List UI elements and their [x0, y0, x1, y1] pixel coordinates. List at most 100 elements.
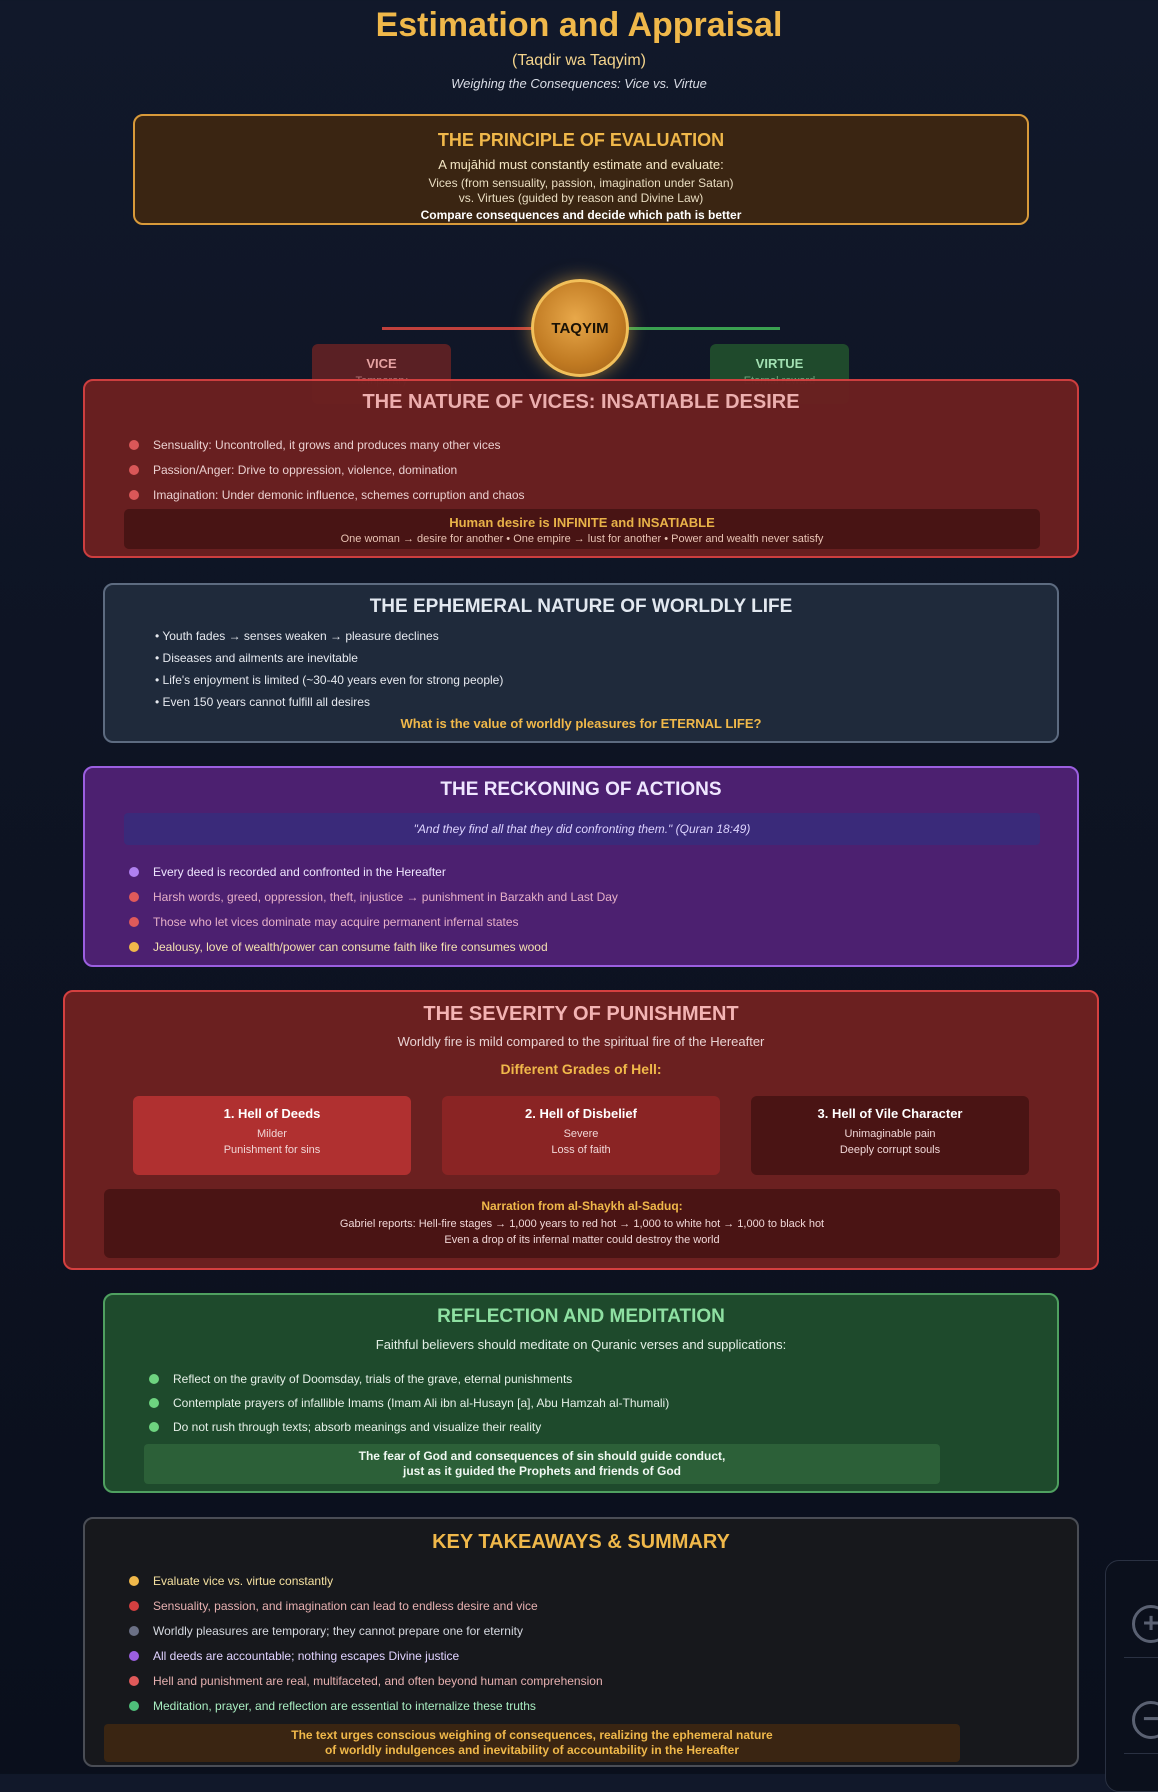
principle-heading: THE PRINCIPLE OF EVALUATION [437, 130, 725, 150]
list-item: • Diseases and ailments are inevitable [155, 651, 358, 665]
bullet-icon [129, 1626, 139, 1636]
quran-quote: "And they find all that they did confron… [124, 813, 1040, 845]
reckoning-panel: THE RECKONING OF ACTIONS "And they find … [83, 766, 1079, 967]
list-item: Passion/Anger: Drive to oppression, viol… [129, 458, 525, 483]
list-item: Sensuality: Uncontrolled, it grows and p… [129, 433, 525, 458]
punishment-panel: THE SEVERITY OF PUNISHMENT Worldly fire … [63, 990, 1099, 1270]
list-item-text: Passion/Anger: Drive to oppression, viol… [153, 463, 458, 477]
taqyim-fulcrum: TAQYIM [531, 279, 629, 377]
summary-heading: KEY TAKEAWAYS & SUMMARY [432, 1531, 730, 1553]
virtue-label: VIRTUE [755, 356, 804, 371]
zoom-divider [1124, 1753, 1158, 1754]
reflection-list: Reflect on the gravity of Doomsday, tria… [149, 1367, 669, 1439]
bullet-icon [149, 1422, 159, 1432]
narration-line: Gabriel reports: Hell-fire stages → 1,00… [339, 1218, 825, 1230]
hell-grade-card: 2. Hell of Disbelief Severe Loss of faith [442, 1096, 720, 1175]
hell-grade-title: 2. Hell of Disbelief [525, 1106, 637, 1121]
bullet-icon [129, 1676, 139, 1686]
reflection-heading: REFLECTION AND MEDITATION [437, 1306, 725, 1327]
hell-grade-line: Unimaginable pain [844, 1128, 936, 1140]
list-item: Meditation, prayer, and reflection are e… [129, 1694, 603, 1719]
desire-callout-text: One woman → desire for another • One emp… [340, 533, 824, 545]
list-item: Imagination: Under demonic influence, sc… [129, 483, 525, 508]
zoom-divider [1124, 1657, 1158, 1658]
bullet-icon [129, 465, 139, 475]
list-item: Sensuality, passion, and imagination can… [129, 1594, 603, 1619]
reckoning-list: Every deed is recorded and confronted in… [129, 860, 618, 960]
list-item: • Even 150 years cannot fulfill all desi… [155, 695, 370, 709]
list-item-text: Do not rush through texts; absorb meanin… [173, 1420, 542, 1434]
hell-grade-line: Punishment for sins [223, 1144, 321, 1156]
fear-callout-line: The fear of God and consequences of sin … [358, 1449, 726, 1463]
list-item-text: Every deed is recorded and confronted in… [153, 865, 446, 879]
punishment-heading: THE SEVERITY OF PUNISHMENT [423, 1003, 739, 1025]
ephemeral-question: What is the value of worldly pleasures f… [400, 716, 762, 731]
summary-callout-line: of worldly indulgences and inevitability… [324, 1743, 740, 1757]
fear-callout-line: just as it guided the Prophets and frien… [402, 1464, 681, 1478]
hell-grade-card: 3. Hell of Vile Character Unimaginable p… [751, 1096, 1029, 1175]
zoom-controls: + − [1105, 1560, 1158, 1792]
grades-title: Different Grades of Hell: [500, 1061, 662, 1077]
bullet-icon [129, 892, 139, 902]
list-item-text: Sensuality, passion, and imagination can… [153, 1599, 538, 1613]
list-item-text: Evaluate vice vs. virtue constantly [153, 1574, 334, 1588]
reckoning-heading: THE RECKONING OF ACTIONS [440, 779, 722, 800]
bullet-icon [129, 1701, 139, 1711]
bullet-icon [129, 440, 139, 450]
summary-list: Evaluate vice vs. virtue constantly Sens… [129, 1569, 603, 1719]
vices-list: Sensuality: Uncontrolled, it grows and p… [129, 433, 525, 508]
summary-callout-line: The text urges conscious weighing of con… [291, 1728, 773, 1742]
fear-callout: The fear of God and consequences of sin … [144, 1444, 940, 1484]
principle-line2: Vices (from sensuality, passion, imagina… [428, 176, 734, 190]
principle-line1: A mujāhid must constantly estimate and e… [438, 157, 724, 172]
page-title: Estimation and Appraisal [375, 6, 783, 44]
list-item: • Life's enjoyment is limited (~30-40 ye… [155, 673, 504, 687]
page-tagline: Weighing the Consequences: Vice vs. Virt… [451, 76, 707, 91]
list-item-text: Harsh words, greed, oppression, theft, i… [153, 890, 618, 904]
list-item: Hell and punishment are real, multifacet… [129, 1669, 603, 1694]
ephemeral-heading: THE EPHEMERAL NATURE OF WORLDLY LIFE [369, 596, 793, 617]
hell-grade-line: Milder [257, 1128, 287, 1140]
list-item-text: Contemplate prayers of infallible Imams … [173, 1396, 670, 1410]
vice-label: VICE [366, 356, 397, 371]
desire-callout-title: Human desire is INFINITE and INSATIABLE [449, 515, 715, 530]
vices-panel: THE NATURE OF VICES: INSATIABLE DESIRE S… [83, 379, 1079, 558]
list-item-text: Sensuality: Uncontrolled, it grows and p… [153, 438, 501, 452]
taqyim-label: TAQYIM [551, 319, 609, 337]
bullet-icon [129, 1651, 139, 1661]
list-item: Those who let vices dominate may acquire… [129, 910, 618, 935]
hell-grade-title: 1. Hell of Deeds [223, 1106, 321, 1121]
list-item-text: Meditation, prayer, and reflection are e… [153, 1699, 536, 1713]
virtue-beam [628, 327, 780, 330]
list-item: Contemplate prayers of infallible Imams … [149, 1391, 669, 1415]
narration-line: Even a drop of its infernal matter could… [444, 1234, 720, 1246]
summary-callout: The text urges conscious weighing of con… [104, 1724, 960, 1762]
hell-grade-card: 1. Hell of Deeds Milder Punishment for si… [133, 1096, 411, 1175]
list-item-text: Reflect on the gravity of Doomsday, tria… [173, 1372, 573, 1386]
reflection-panel: REFLECTION AND MEDITATION Faithful belie… [103, 1293, 1059, 1493]
hell-grade-line: Loss of faith [551, 1144, 611, 1156]
list-item: Worldly pleasures are temporary; they ca… [129, 1619, 603, 1644]
list-item: Reflect on the gravity of Doomsday, tria… [149, 1367, 669, 1391]
principle-line4: Compare consequences and decide which pa… [420, 208, 742, 222]
bullet-icon [149, 1374, 159, 1384]
list-item: Every deed is recorded and confronted in… [129, 860, 618, 885]
list-item-text: All deeds are accountable; nothing escap… [153, 1649, 460, 1663]
list-item-text: Those who let vices dominate may acquire… [153, 915, 519, 929]
narration-callout: Narration from al-Shaykh al-Saduq: Gabri… [104, 1189, 1060, 1258]
list-item-text: Hell and punishment are real, multifacet… [153, 1674, 603, 1688]
zoom-out-icon[interactable]: − [1132, 1701, 1158, 1739]
hell-grade-title: 3. Hell of Vile Character [817, 1106, 963, 1121]
hell-grade-line: Deeply corrupt souls [839, 1144, 941, 1156]
list-item: Evaluate vice vs. virtue constantly [129, 1569, 603, 1594]
bullet-icon [149, 1398, 159, 1408]
bullet-icon [129, 1601, 139, 1611]
desire-callout: Human desire is INFINITE and INSATIABLE … [124, 509, 1040, 549]
zoom-in-icon[interactable]: + [1132, 1605, 1158, 1643]
list-item: All deeds are accountable; nothing escap… [129, 1644, 603, 1669]
list-item: • Youth fades → senses weaken → pleasure… [155, 629, 439, 643]
bullet-icon [129, 867, 139, 877]
vice-beam [382, 327, 532, 330]
list-item-text: Jealousy, love of wealth/power can consu… [153, 940, 548, 954]
list-item: Jealousy, love of wealth/power can consu… [129, 935, 618, 960]
